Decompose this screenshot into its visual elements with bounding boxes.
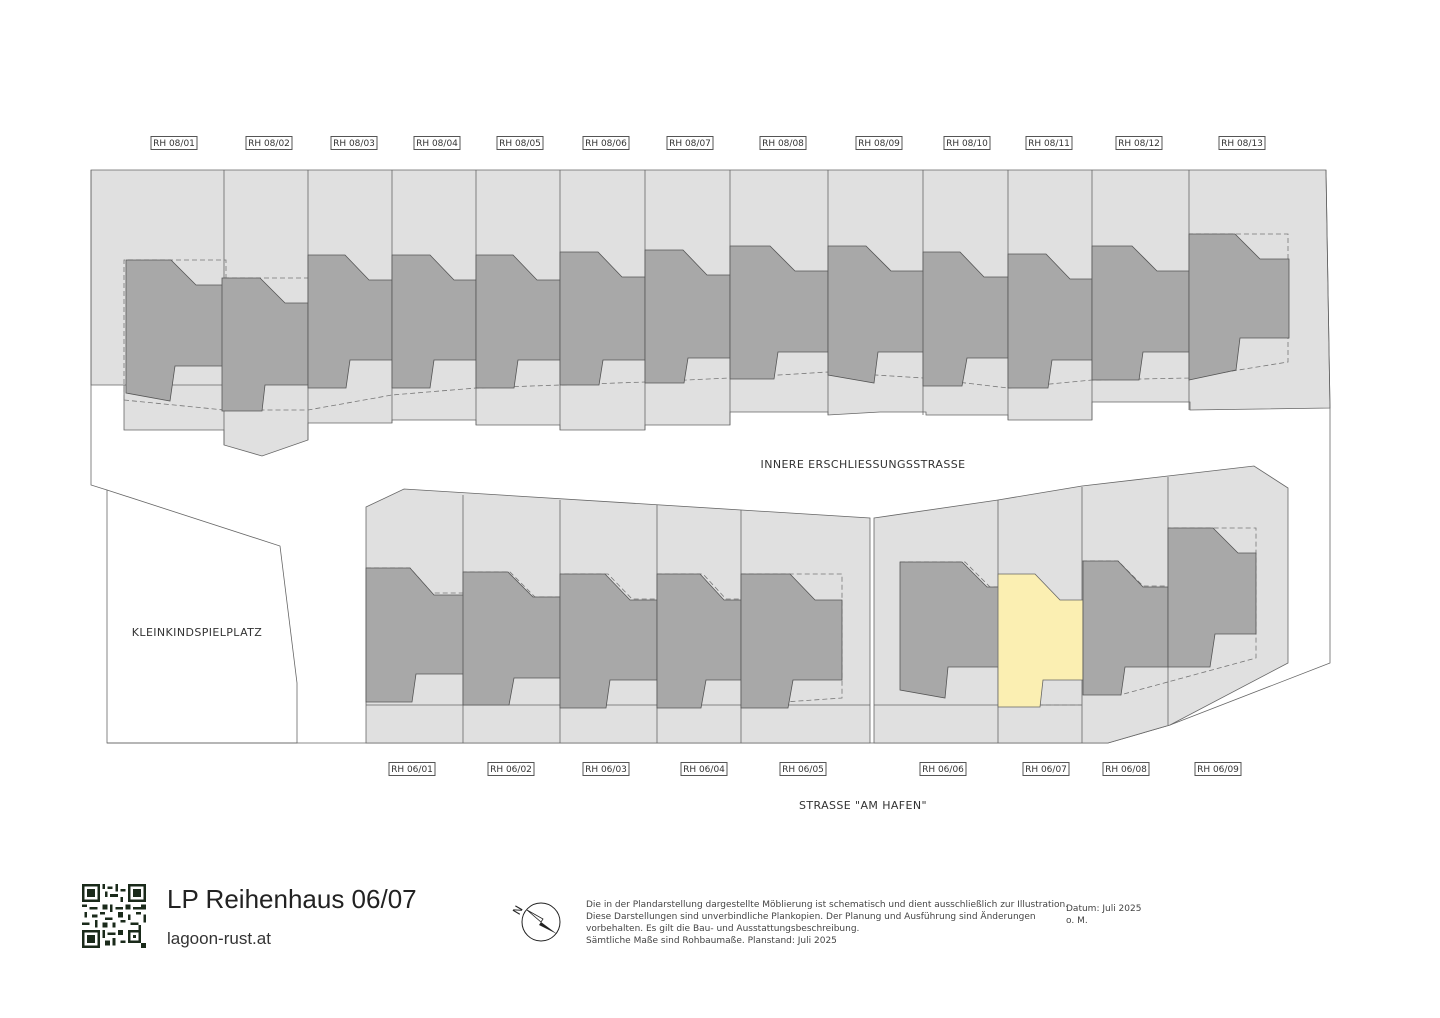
south-unit-label-box [1194,762,1242,776]
north-unit-label-box [330,136,378,150]
site-plan: INNERE ERSCHLIESSUNGSSTRASSE STRASSE "AM… [90,136,1331,812]
disclaimer-text: Die in der Plandarstellung dargestellte … [586,899,1069,947]
page-title: LP Reihenhaus 06/07 [167,884,417,914]
north-unit-label[interactable]: RH 08/12 [1118,139,1160,149]
plan-metadata: Datum: Juli 2025 o. M. [1066,903,1141,927]
south-unit-label-box [779,762,827,776]
building-rh-06-09 [1167,527,1257,668]
plan-date: Datum: Juli 2025 [1066,904,1142,914]
south-unit-label[interactable]: RH 06/02 [490,765,532,775]
playground-area [106,489,298,744]
south-unit-label-box [487,762,535,776]
south-unit-label[interactable]: RH 06/05 [782,765,824,775]
north-unit-label-box [150,136,198,150]
disclaimer-line: Sämtliche Maße sind Rohbaumaße. Planstan… [586,936,837,946]
disclaimer-line: vorbehalten. Es gilt die Bau- und Aussta… [586,924,860,934]
north-unit-label-box [855,136,903,150]
building-rh-06-05 [740,573,843,709]
south-unit-label-box [680,762,728,776]
plan-scale: o. M. [1066,916,1088,926]
north-unit-label[interactable]: RH 08/06 [585,139,627,149]
qr-code-icon [82,884,146,948]
south-unit-label[interactable]: RH 06/03 [585,765,627,775]
north-unit-label[interactable]: RH 08/02 [248,139,290,149]
north-unit-label-box [666,136,714,150]
south-unit-label-box [1022,762,1070,776]
south-unit-labels: RH 06/01 RH 06/02 RH 06/03 RH 06/04 RH 06/05… [388,762,1242,776]
north-unit-label-box [1218,136,1266,150]
south-buildings [365,527,1257,709]
north-unit-label-box [582,136,630,150]
north-unit-label-box [1115,136,1163,150]
north-unit-label[interactable]: RH 08/09 [858,139,900,149]
outer-road-label: STRASSE "AM HAFEN" [799,799,927,812]
north-unit-label[interactable]: RH 08/08 [762,139,804,149]
north-arrow-icon: N [510,902,561,942]
south-unit-label[interactable]: RH 06/08 [1105,765,1147,775]
south-unit-label[interactable]: RH 06/09 [1197,765,1239,775]
north-unit-label-box [943,136,991,150]
disclaimer-line: Die in der Plandarstellung dargestellte … [586,900,1069,910]
north-unit-label-box [1025,136,1073,150]
south-unit-label-box [1102,762,1150,776]
footer: LP Reihenhaus 06/07 lagoon-rust.at N Die… [0,860,1440,1018]
north-unit-label-box [496,136,544,150]
north-unit-label[interactable]: RH 08/11 [1028,139,1070,149]
south-unit-label-box [582,762,630,776]
disclaimer-line: Diese Darstellungen sind unverbindliche … [586,912,1036,922]
north-unit-label-box [245,136,293,150]
website-link[interactable]: lagoon-rust.at [167,929,271,948]
north-unit-label[interactable]: RH 08/07 [669,139,711,149]
south-unit-label[interactable]: RH 06/06 [922,765,964,775]
south-unit-label[interactable]: RH 06/07 [1025,765,1067,775]
north-unit-label-box [413,136,461,150]
north-unit-labels: RH 08/01 RH 08/02 RH 08/03 RH 08/04 RH 08/05… [150,136,1266,150]
south-unit-label-box [388,762,436,776]
north-unit-label[interactable]: RH 08/03 [333,139,375,149]
playground-label: KLEINKINDSPIELPLATZ [132,626,262,639]
north-unit-label[interactable]: RH 08/10 [946,139,988,149]
north-unit-label[interactable]: RH 08/13 [1221,139,1263,149]
north-unit-label[interactable]: RH 08/05 [499,139,541,149]
south-unit-label-box [919,762,967,776]
building-rh-08-13 [1188,233,1290,381]
south-unit-label[interactable]: RH 06/04 [683,765,725,775]
south-unit-label[interactable]: RH 06/01 [391,765,433,775]
north-buildings [125,233,1290,412]
north-unit-label[interactable]: RH 08/04 [416,139,458,149]
inner-road-label: INNERE ERSCHLIESSUNGSSTRASSE [761,458,966,471]
north-unit-label-box [759,136,807,150]
north-unit-label[interactable]: RH 08/01 [153,139,195,149]
